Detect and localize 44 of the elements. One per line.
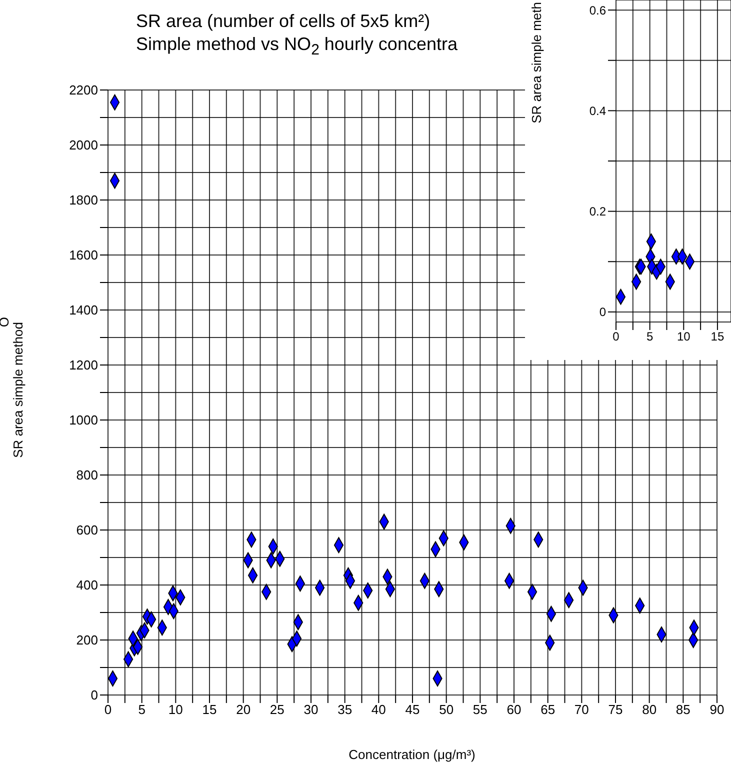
x-tick-label: 40 [371,702,386,718]
x-tick-label: 35 [338,702,352,718]
x-tick-label: 85 [676,702,690,718]
y-axis-title: SR area simple method [10,322,26,458]
x-tick-label: 0 [104,702,112,718]
y-tick-label: 0 [90,688,98,703]
y-tick-label: 1400 [69,302,98,318]
y-tick-label: 1200 [69,358,98,373]
y-tick-label: 0.6 [589,3,606,18]
x-tick-label: 10 [676,330,691,344]
x-tick-label: 50 [439,702,454,718]
x-tick-label: 60 [506,702,522,718]
x-axis-title: Concentration (μg/m³) [348,747,476,762]
chart-subtitle: Simple method vs NO$_{2}$ hourly concentra [136,34,458,59]
x-tick-label: 5 [138,702,146,718]
y-tick-label: 0 [599,305,606,320]
x-tick-label: 30 [304,702,318,718]
x-tick-label: 65 [540,702,556,718]
y-tick-label: 0.2 [589,204,606,219]
y-tick-label: 1800 [69,192,98,208]
y-tick-label: 1000 [69,412,98,428]
x-tick-label: 5 [646,330,654,344]
chart-title: SR area (number of cells of 5x5 km²) [136,11,430,31]
x-tick-label: 15 [202,702,217,718]
y-tick-label: 600 [76,522,98,538]
x-tick-label: 45 [405,702,420,718]
y-axis-title: SR area simple meth [529,2,544,124]
x-tick-label: 15 [710,330,724,344]
y-tick-label: 0.4 [589,104,606,118]
x-tick-label: 20 [236,702,251,718]
x-tick-label: 0 [612,330,620,344]
x-tick-label: 90 [710,702,724,718]
y-tick-label: 1600 [69,248,98,263]
x-tick-label: 10 [168,702,183,718]
x-tick-label: 80 [642,702,657,718]
x-tick-label: 75 [608,702,623,718]
y-tick-label: 2000 [69,138,98,153]
y-tick-label: 400 [76,578,98,593]
x-tick-label: 25 [270,702,284,718]
y-tick-label: 800 [76,468,98,483]
y-tick-label: 2200 [69,82,98,98]
x-tick-label: 55 [472,702,488,718]
y-tick-label: 200 [76,632,98,648]
x-tick-label: 70 [574,702,589,718]
